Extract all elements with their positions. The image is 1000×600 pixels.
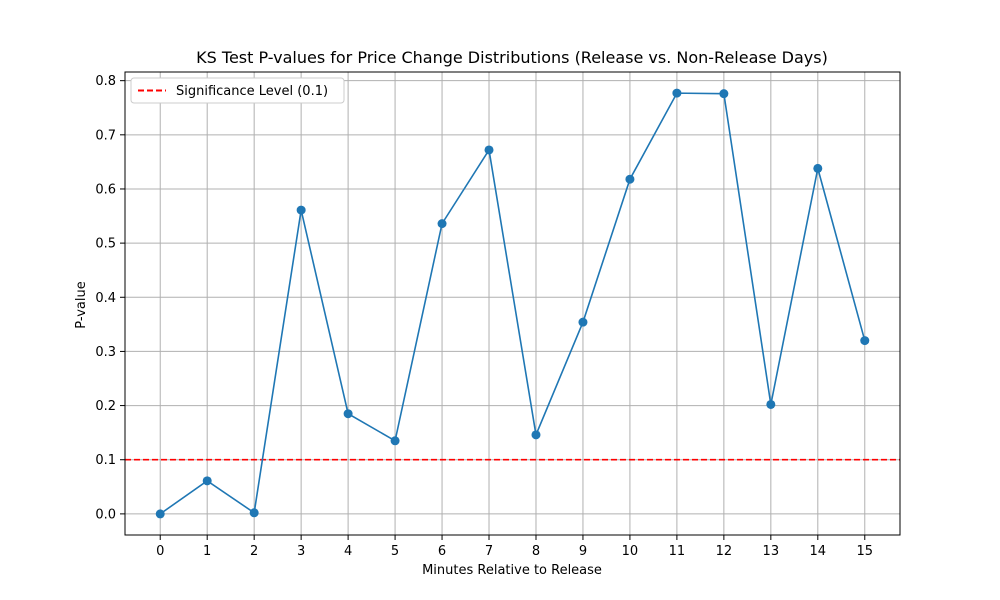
y-tick-label: 0.1 — [95, 453, 116, 468]
data-point — [719, 89, 729, 99]
y-tick-label: 0.7 — [95, 128, 116, 143]
series-line — [159, 92, 866, 515]
y-tick-label: 0.6 — [95, 182, 116, 197]
y-tick-label: 0.0 — [95, 507, 116, 522]
x-axis-ticks: 0 1 2 3 4 5 6 7 8 9 10 11 12 13 14 15 — [156, 535, 873, 559]
x-tick-label: 13 — [763, 544, 780, 559]
x-tick-label: 6 — [438, 544, 446, 559]
x-tick-label: 14 — [810, 544, 827, 559]
data-point — [484, 145, 494, 155]
x-tick-label: 1 — [203, 544, 211, 559]
legend-box — [130, 77, 345, 104]
y-tick-label: 0.3 — [95, 345, 116, 360]
x-tick-label: 4 — [344, 544, 352, 559]
legend-label: Significance Level (0.1) — [176, 84, 328, 99]
x-tick-label: 0 — [156, 544, 164, 559]
legend: Significance Level (0.1) — [130, 77, 345, 104]
x-tick-label: 8 — [532, 544, 540, 559]
x-tick-label: 9 — [579, 544, 587, 559]
data-point — [343, 409, 353, 419]
data-point — [437, 219, 447, 229]
x-tick-label: 2 — [250, 544, 258, 559]
x-tick-label: 15 — [856, 544, 873, 559]
plot-frame — [124, 71, 901, 536]
data-point — [625, 174, 635, 184]
x-axis-label: Minutes Relative to Release — [422, 563, 602, 578]
data-point — [202, 476, 212, 486]
data-point — [578, 317, 588, 327]
data-point — [531, 430, 541, 440]
y-tick-label: 0.4 — [95, 291, 116, 306]
x-tick-label: 11 — [669, 544, 686, 559]
y-axis-label: P-value — [74, 281, 89, 328]
y-tick-label: 0.5 — [95, 237, 116, 252]
y-axis-ticks: 0.0 0.1 0.2 0.3 0.4 0.5 0.6 0.7 0.8 — [95, 74, 125, 522]
x-tick-label: 10 — [622, 544, 639, 559]
x-tick-label: 7 — [485, 544, 493, 559]
x-tick-label: 5 — [391, 544, 399, 559]
data-point — [249, 508, 259, 518]
data-point — [860, 336, 870, 346]
data-point — [672, 88, 682, 98]
data-point — [296, 205, 306, 215]
data-point — [155, 509, 165, 519]
x-tick-label: 12 — [716, 544, 733, 559]
y-tick-label: 0.8 — [95, 74, 116, 89]
chart-title: KS Test P-values for Price Change Distri… — [196, 48, 828, 67]
data-point — [813, 163, 823, 173]
x-tick-label: 3 — [297, 544, 305, 559]
y-tick-label: 0.2 — [95, 399, 116, 414]
data-point — [390, 436, 400, 446]
series-layer — [155, 88, 870, 519]
data-point — [766, 399, 776, 409]
